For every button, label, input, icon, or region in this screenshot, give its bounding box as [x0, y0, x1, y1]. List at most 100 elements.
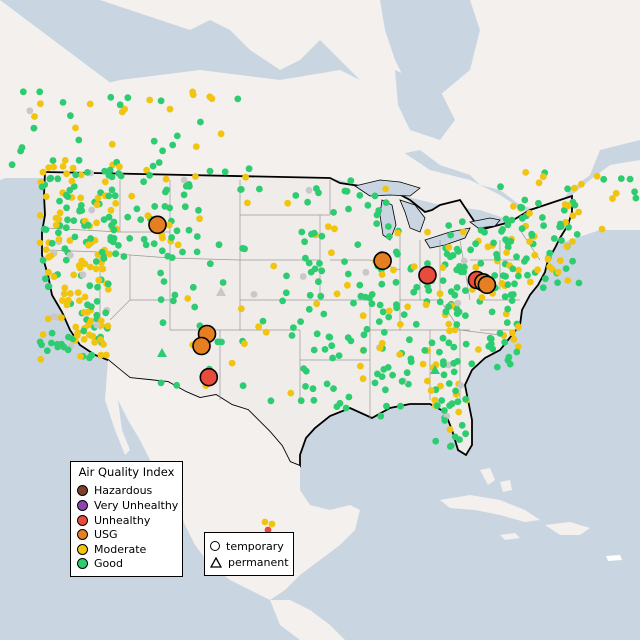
monitor-dot [575, 279, 583, 287]
monitor-dot [37, 355, 45, 363]
monitor-dot [56, 209, 64, 217]
monitor-dot [509, 329, 516, 337]
monitor-dot [112, 250, 120, 258]
monitor-dot [382, 386, 389, 394]
monitor-dot [80, 309, 88, 316]
monitor-dot [262, 328, 270, 336]
monitor-dot [68, 177, 76, 185]
monitor-dot [44, 283, 52, 291]
legend-label: Good [94, 556, 123, 570]
monitor-dot [64, 346, 72, 354]
monitor-dot [195, 206, 202, 214]
monitor-dot [76, 207, 83, 215]
monitor-dot [66, 237, 74, 244]
monitor-dot [89, 332, 97, 340]
unhealthy-monitor-marker [418, 265, 437, 285]
monitor-dot [546, 249, 554, 257]
monitor-dot [376, 301, 384, 309]
monitor-dot [42, 193, 50, 201]
monitor-dot [439, 264, 447, 271]
hudson-bay [380, 0, 480, 95]
monitor-dot [69, 335, 77, 343]
monitor-dot [93, 298, 101, 305]
monitor-dot [356, 192, 364, 199]
monitor-dot [455, 308, 463, 316]
monitor-dot [86, 354, 93, 362]
monitor-dot [244, 199, 251, 207]
monitor-dot [324, 223, 332, 231]
monitor-dot [457, 382, 465, 389]
monitor-dot [284, 199, 292, 207]
monitor-dot [373, 220, 381, 228]
monitor-dot [410, 288, 418, 296]
monitor-dot [518, 215, 526, 222]
monitor-dot [375, 318, 383, 325]
monitor-dot [46, 175, 54, 183]
monitor-dot [261, 518, 269, 526]
monitor-dot [173, 132, 181, 140]
monitor-dot [180, 191, 188, 199]
monitor-dot [457, 268, 465, 276]
monitor-dot [48, 329, 56, 337]
monitor-dot [477, 226, 485, 234]
usg-monitor-marker [373, 251, 392, 271]
monitor-dot [320, 310, 328, 318]
monitor-dot [79, 271, 87, 279]
monitor-dot [81, 293, 89, 301]
monitor-dot [446, 426, 454, 433]
monitor-dot [38, 183, 46, 191]
monitor-dot [88, 206, 96, 214]
monitor-dot [371, 379, 379, 387]
monitor-dot [159, 147, 167, 155]
monitor-dot [373, 211, 381, 219]
monitor-dot [162, 188, 169, 196]
monitor-dot [36, 88, 44, 96]
monitor-dot [462, 340, 470, 348]
puerto-rico [606, 555, 622, 561]
monitor-dot [458, 421, 466, 429]
monitor-dot [357, 292, 365, 300]
monitor-dot [69, 164, 77, 172]
monitor-dot [234, 95, 242, 103]
monitor-dot [461, 263, 468, 271]
monitor-dot [105, 171, 113, 179]
monitor-dot [573, 231, 581, 238]
monitor-dot [305, 259, 313, 267]
monitor-dot [192, 173, 199, 180]
monitor-dot [74, 289, 82, 296]
aqi-legend: Air Quality Index Hazardous Very Unhealt… [70, 461, 183, 577]
monitor-dot [36, 239, 44, 247]
monitor-dot [362, 268, 370, 276]
monitor-dot [539, 214, 546, 221]
monitor-dot [347, 337, 355, 345]
monitor-dot [94, 194, 102, 202]
monitor-dot [157, 97, 165, 105]
monitor-dot [124, 94, 132, 102]
monitor-dot [632, 194, 640, 202]
monitor-dot [321, 346, 329, 353]
monitor-dot [458, 218, 466, 226]
monitor-dot [505, 353, 513, 361]
monitor-dot [76, 264, 84, 272]
monitor-dot [341, 258, 348, 265]
monitor-dot [174, 241, 182, 249]
monitor-dot [447, 231, 455, 239]
monitor-dot [67, 112, 74, 120]
monitor-dot [462, 395, 469, 403]
monitor-dot [308, 230, 315, 238]
monitor-dot [72, 124, 79, 132]
monitor-dot [445, 339, 453, 347]
very-unhealthy-swatch [77, 499, 88, 511]
bahamas [480, 468, 512, 492]
monitor-dot [318, 267, 326, 275]
hispaniola [545, 522, 590, 535]
monitor-dot [250, 291, 258, 298]
monitor-dot [58, 314, 65, 321]
monitor-dot [378, 271, 386, 278]
monitor-dot [341, 187, 349, 195]
monitor-dot [445, 361, 452, 369]
moderate-swatch [77, 543, 88, 555]
monitor-dot [85, 321, 92, 329]
monitor-dot [359, 375, 367, 383]
monitor-dot [575, 208, 582, 216]
